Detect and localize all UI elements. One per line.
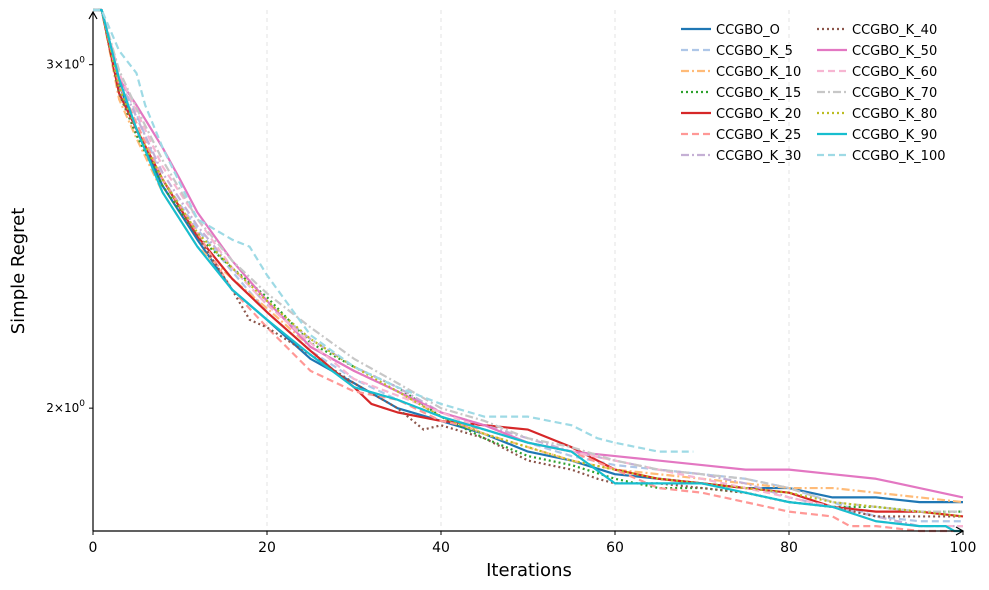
series-line-CCGBO_K_60: [93, 8, 963, 528]
legend-label: CCGBO_K_60: [852, 65, 937, 80]
y-axis-arrow-icon: [88, 10, 98, 20]
series-line-CCGBO_K_80: [93, 8, 964, 518]
legend-label: CCGBO_K_25: [716, 128, 801, 143]
x-gridlines: [266, 10, 790, 531]
legend: CCGBO_O CCGBO_K_5 CCGBO_K_10 CCGBO_K_15 CCGB…: [681, 23, 946, 164]
tick-labels: 0 20 40 60 80 100 3×100 2×100: [46, 56, 976, 556]
legend-label: CCGBO_K_70: [852, 86, 937, 101]
x-tick-label: 40: [432, 540, 450, 556]
legend-label: CCGBO_K_100: [852, 149, 946, 164]
series-lines: [93, 8, 964, 533]
legend-label: CCGBO_K_40: [852, 23, 937, 38]
legend-label: CCGBO_K_80: [852, 107, 937, 122]
x-axis-label: Iterations: [486, 560, 572, 581]
y-axis-label: Simple Regret: [8, 208, 29, 335]
legend-label: CCGBO_K_90: [852, 128, 937, 143]
series-line-CCGBO_K_100: [93, 8, 694, 453]
series-line-CCGBO_O: [93, 8, 963, 504]
legend-label: CCGBO_K_50: [852, 44, 937, 59]
series-line-CCGBO_K_10: [93, 8, 964, 504]
series-line-CCGBO_K_20: [93, 8, 964, 518]
legend-label: CCGBO_K_10: [716, 65, 801, 80]
legend-label: CCGBO_K_5: [716, 44, 793, 59]
series-line-CCGBO_K_5: [93, 8, 963, 523]
series-line-CCGBO_K_70: [93, 8, 963, 513]
series-line-CCGBO_K_15: [93, 8, 963, 513]
x-tick-label: 0: [89, 540, 98, 556]
legend-label: CCGBO_K_20: [716, 107, 801, 122]
series-line-CCGBO_K_40: [93, 8, 963, 518]
y-tick-label: 2×100: [46, 399, 85, 415]
series-line-CCGBO_K_50: [93, 8, 964, 499]
series-line-CCGBO_K_25: [93, 8, 963, 533]
x-tick-label: 100: [950, 540, 977, 556]
legend-label: CCGBO_O: [716, 23, 780, 38]
x-tick-label: 60: [606, 540, 624, 556]
tick-marks: [89, 64, 964, 535]
legend-label: CCGBO_K_15: [716, 86, 801, 101]
series-line-CCGBO_K_90: [93, 8, 963, 533]
legend-label: CCGBO_K_30: [716, 149, 801, 164]
x-tick-label: 20: [258, 540, 276, 556]
x-tick-label: 80: [780, 540, 798, 556]
y-tick-label: 3×100: [46, 56, 85, 72]
